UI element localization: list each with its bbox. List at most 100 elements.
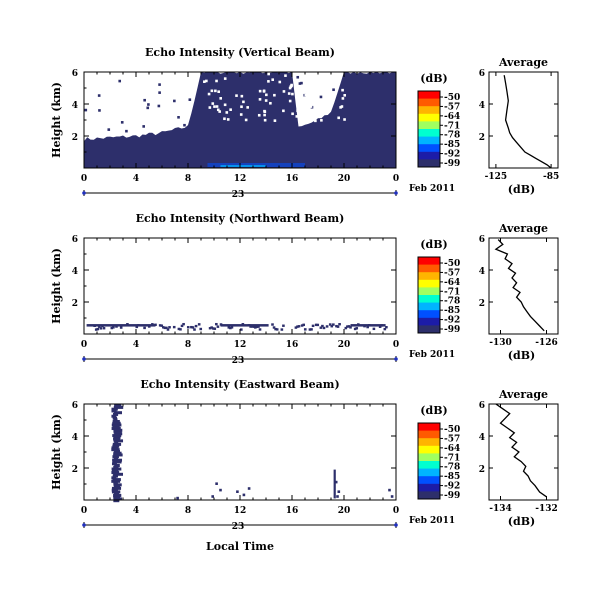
x-tick-label: 4 bbox=[133, 340, 139, 350]
echo-cell bbox=[112, 442, 122, 446]
colorbar-tick-label: -57 bbox=[444, 268, 460, 278]
echo-cell bbox=[249, 325, 252, 328]
gap-cell bbox=[246, 106, 249, 109]
colorbar-segment bbox=[418, 325, 440, 334]
gap-cell bbox=[271, 78, 275, 81]
echo-cell bbox=[111, 488, 118, 492]
x-tick-label: 20 bbox=[338, 174, 351, 184]
echo-cell bbox=[275, 328, 279, 331]
colorbar-segment bbox=[418, 317, 440, 326]
avg-y-tick-label: 6 bbox=[479, 401, 485, 411]
x-tick-label: 4 bbox=[133, 174, 139, 184]
y-tick-label: 2 bbox=[72, 465, 78, 475]
colorbar-tick-label: -85 bbox=[444, 306, 460, 316]
echo-cell bbox=[314, 323, 318, 327]
echo-cell bbox=[230, 326, 234, 329]
gap-cell bbox=[288, 99, 292, 103]
colorbar-segment bbox=[418, 136, 440, 145]
x-tick-label: 0 bbox=[81, 506, 87, 516]
echo-cell bbox=[111, 427, 121, 431]
date-month-label: Feb 2011 bbox=[409, 350, 455, 360]
gap-cell bbox=[211, 102, 215, 105]
colorbar-segment bbox=[418, 106, 440, 115]
echo-cell bbox=[112, 425, 120, 429]
colorbar-segment bbox=[418, 423, 440, 432]
echo-cell bbox=[254, 326, 257, 329]
gap-cell bbox=[291, 112, 294, 116]
echo-cell bbox=[157, 104, 161, 108]
average-title: Average bbox=[498, 388, 548, 401]
echo-cell bbox=[113, 435, 121, 439]
colorbar-segment bbox=[418, 295, 440, 304]
echo-cell bbox=[163, 326, 167, 330]
colorbar-tick-label: -99 bbox=[444, 325, 460, 335]
gap-cell bbox=[240, 94, 244, 98]
avg-y-tick-label: 2 bbox=[479, 299, 485, 309]
heatmap-cells bbox=[86, 322, 388, 331]
date-day-label: 23 bbox=[232, 190, 245, 200]
gap-cell bbox=[244, 118, 248, 122]
echo-cell bbox=[94, 328, 98, 331]
colorbar-segment bbox=[418, 159, 440, 168]
x-tick-label: 0 bbox=[393, 174, 399, 184]
echo-cell bbox=[282, 324, 285, 327]
colorbar-segment bbox=[418, 287, 440, 296]
date-bar-dot bbox=[394, 357, 398, 361]
y-tick-label: 4 bbox=[72, 433, 78, 443]
colorbar-segment bbox=[418, 438, 440, 447]
colorbar-segment bbox=[418, 468, 440, 477]
gap-cell bbox=[320, 86, 324, 89]
echo-cell bbox=[112, 434, 122, 438]
echo-region bbox=[84, 72, 396, 168]
echo-cell bbox=[219, 488, 222, 492]
colorbar-frame bbox=[417, 256, 441, 334]
heatmap-cells bbox=[84, 72, 396, 168]
colorbar-tick-label: -85 bbox=[444, 140, 460, 150]
echo-cell bbox=[113, 437, 121, 441]
echo-cell bbox=[349, 326, 352, 329]
gap-cell bbox=[215, 79, 218, 83]
echo-cell bbox=[216, 325, 220, 328]
echo-cell bbox=[158, 91, 161, 94]
echo-cell bbox=[112, 444, 120, 448]
echo-cell bbox=[180, 324, 184, 328]
avg-y-tick-label: 6 bbox=[479, 235, 485, 245]
plot-frame bbox=[83, 237, 397, 335]
echo-cell bbox=[322, 326, 326, 330]
average-profile-line bbox=[494, 239, 545, 332]
echo-cell bbox=[272, 326, 276, 329]
echo-cell bbox=[344, 326, 348, 330]
colorbar-tick-label: -50 bbox=[444, 425, 460, 435]
echo-cell bbox=[353, 327, 357, 331]
echo-cell bbox=[182, 322, 185, 326]
echo-cell bbox=[390, 495, 394, 498]
echo-cell bbox=[142, 125, 145, 128]
colorbar-unit: (dB) bbox=[420, 404, 447, 417]
colorbar-tick-label: -99 bbox=[444, 159, 460, 169]
echo-cell bbox=[213, 327, 217, 330]
echo-cell bbox=[146, 106, 150, 110]
colorbar-tick-label: -78 bbox=[444, 131, 460, 141]
avg-x-axis-label: (dB) bbox=[508, 515, 535, 528]
echo-cell bbox=[210, 326, 213, 329]
echo-cell bbox=[84, 108, 88, 112]
echo-cell bbox=[111, 471, 120, 475]
gap-cell bbox=[282, 90, 286, 93]
echo-cell bbox=[215, 482, 218, 485]
gap-cell bbox=[213, 105, 216, 108]
echo-cell bbox=[158, 83, 161, 86]
x-tick-label: 12 bbox=[234, 340, 247, 350]
gap-cell bbox=[291, 92, 294, 96]
echo-cell bbox=[298, 82, 302, 85]
x-tick-label: 8 bbox=[185, 340, 191, 350]
x-tick-label: 16 bbox=[286, 506, 299, 516]
echo-cell bbox=[112, 460, 122, 464]
colorbar-tick-label: -78 bbox=[444, 297, 460, 307]
colorbar-tick-label: -85 bbox=[444, 472, 460, 482]
y-axis-label: Height (km) bbox=[50, 82, 63, 158]
echo-cell bbox=[328, 323, 332, 326]
avg-x-axis-label: (dB) bbox=[508, 349, 535, 362]
echo-layer bbox=[350, 324, 386, 327]
gap-cell bbox=[337, 116, 340, 120]
